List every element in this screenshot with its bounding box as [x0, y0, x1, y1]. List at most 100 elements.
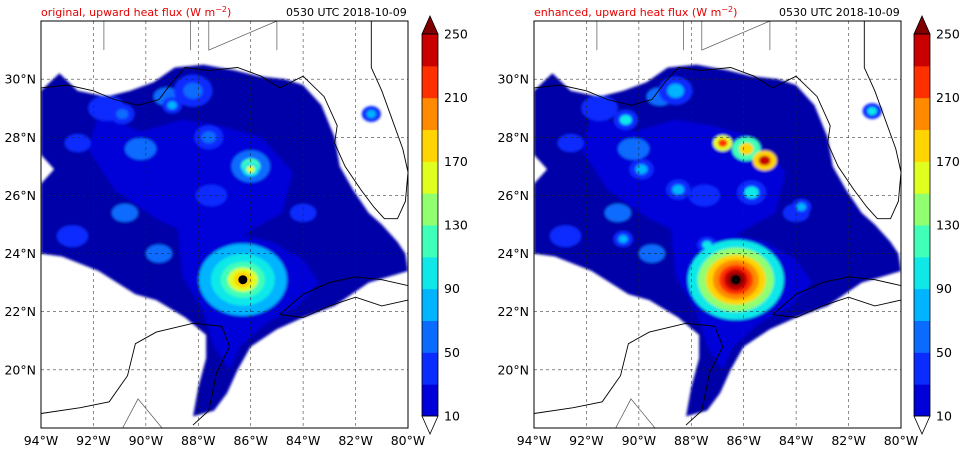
convective-core [246, 165, 255, 173]
y-tick-label: 22°N [497, 304, 529, 319]
convective-cell [557, 134, 584, 153]
x-tick-label: 88°W [674, 433, 709, 448]
convective-core [366, 110, 377, 119]
colorbar-tick-label: 130 [444, 218, 468, 233]
hurricane-eye [731, 275, 741, 285]
panel-title: enhanced, upward heat flux (W m−2) [534, 5, 737, 19]
x-tick-label: 82°W [338, 433, 373, 448]
y-tick-label: 20°N [4, 362, 36, 377]
colorbar-tick-label: 170 [444, 154, 468, 169]
coastline-cuba [772, 276, 901, 318]
convective-core [758, 155, 771, 166]
colorbar: 10 50 90 130 170 210 250 [421, 15, 468, 435]
panel-timestamp: 0530 UTC 2018-10-09 [779, 6, 900, 19]
colorbar-extend-max [913, 15, 931, 35]
convective-core [619, 114, 632, 125]
convective-core [167, 101, 177, 110]
x-tick-label: 90°W [622, 433, 657, 448]
convective-core [796, 203, 807, 212]
heat-flux-field [534, 21, 901, 428]
colorbar: 10 50 90 130 170 210 250 [913, 15, 960, 435]
x-tick-label: 82°W [831, 433, 866, 448]
convective-cell [581, 95, 618, 121]
coastline-cuba [279, 276, 408, 318]
x-tick-label: 94°W [517, 433, 552, 448]
convective-core [717, 139, 728, 148]
colorbar-frame [913, 33, 931, 417]
colorbar-segment [422, 129, 438, 162]
convective-cell [64, 134, 91, 153]
y-tick-label: 30°N [4, 72, 36, 87]
x-tick-label: 86°W [726, 433, 761, 448]
colorbar-tick-label: 10 [444, 409, 460, 424]
heat-flux-field [41, 21, 408, 428]
colorbar-segment [422, 65, 438, 99]
y-tick-label: 26°N [497, 188, 529, 203]
colorbar-segment [914, 97, 930, 130]
colorbar-segment [422, 288, 438, 321]
convective-core [183, 82, 203, 99]
coastline-us [41, 21, 408, 220]
colorbar-segment [422, 320, 438, 353]
convective-core [739, 142, 754, 155]
colorbar-segment [914, 129, 930, 162]
colorbar-tick-label: 10 [936, 409, 952, 424]
colorbar-segment [422, 161, 438, 194]
y-tick-label: 28°N [4, 130, 36, 145]
colorbar-tick-label: 250 [444, 27, 468, 42]
panel-timestamp: 0530 UTC 2018-10-09 [286, 6, 407, 19]
y-tick-label: 26°N [4, 188, 36, 203]
colorbar-segment [914, 193, 930, 226]
colorbar-segment [914, 225, 930, 258]
y-tick-label: 24°N [497, 246, 529, 261]
convective-core [672, 184, 685, 195]
x-tick-label: 94°W [24, 433, 59, 448]
y-tick-label: 20°N [497, 362, 529, 377]
coastline-us [534, 21, 901, 220]
convective-cell [56, 225, 89, 247]
colorbar-tick-label: 90 [444, 281, 460, 296]
colorbar-segment [914, 161, 930, 194]
convective-cell [604, 203, 631, 222]
colorbar-tick-label: 50 [444, 345, 460, 360]
colorbar-extend-min [421, 415, 439, 435]
y-tick-label: 24°N [4, 246, 36, 261]
x-tick-label: 88°W [181, 433, 216, 448]
y-tick-label: 22°N [4, 304, 36, 319]
colorbar-segment [914, 320, 930, 353]
convective-cell [290, 203, 317, 222]
x-tick-label: 90°W [129, 433, 164, 448]
convective-cell [638, 244, 665, 263]
colorbar-segment [422, 225, 438, 258]
colorbar-segment [914, 288, 930, 321]
convective-core [201, 131, 216, 144]
colorbar-tick-label: 50 [936, 345, 952, 360]
colorbar-segment [914, 34, 930, 67]
convective-cell [111, 203, 138, 222]
convective-core [867, 107, 877, 116]
colorbar-segment [422, 352, 438, 385]
colorbar-segment [422, 193, 438, 226]
panel-title: original, upward heat flux (W m−2) [41, 5, 231, 19]
convective-core [667, 83, 684, 98]
colorbar-segment [422, 97, 438, 130]
convective-core [744, 186, 759, 199]
coastline-yucatan [534, 322, 724, 426]
colorbar-tick-label: 250 [936, 27, 960, 42]
convective-core [116, 109, 129, 120]
map-panel-enhanced: enhanced, upward heat flux (W m−2) 0530 U… [497, 5, 959, 448]
map-frame [533, 20, 902, 429]
convective-cell [145, 244, 172, 263]
colorbar-extend-min [913, 415, 931, 435]
x-tick-label: 86°W [233, 433, 268, 448]
convective-cell [125, 138, 157, 160]
border-state [208, 21, 278, 51]
border-state [701, 21, 771, 51]
convective-cell [549, 225, 582, 247]
border-mexico [122, 398, 163, 428]
colorbar-frame [421, 33, 439, 417]
y-tick-label: 30°N [497, 72, 529, 87]
colorbar-tick-label: 130 [936, 218, 960, 233]
convective-core [618, 235, 628, 244]
